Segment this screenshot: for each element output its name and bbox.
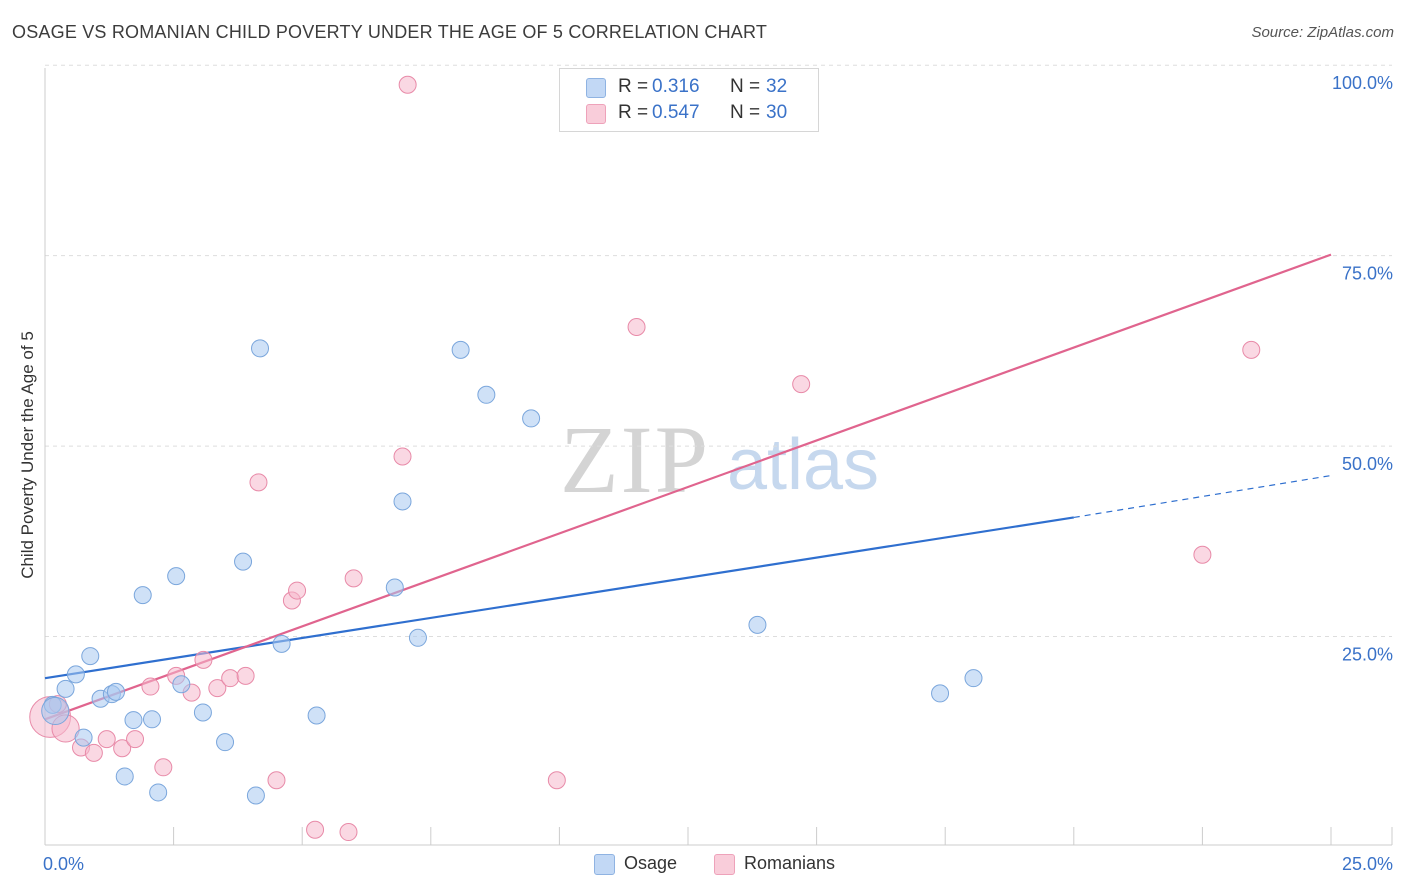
osage-point (964, 669, 983, 688)
r-label: R = (618, 76, 649, 97)
n-value: 30 (766, 102, 788, 123)
r-value: 0.316 (652, 76, 700, 97)
romanian-point (236, 666, 255, 685)
osage-point (522, 409, 541, 428)
osage-point (41, 696, 70, 726)
osage-trendline (44, 516, 1074, 680)
romanians-legend-swatch (714, 854, 735, 875)
romanian-point (288, 581, 307, 600)
y-axis-label: Child Poverty Under the Age of 5 (18, 331, 37, 579)
romanian-point (194, 650, 213, 669)
watermark-zip: ZIP (560, 406, 710, 513)
romanian-point (339, 823, 358, 842)
romanian-point (627, 318, 646, 336)
grid-lines (45, 64, 1392, 638)
romanian-point (547, 771, 566, 790)
osage-point (393, 492, 412, 511)
data-points (29, 75, 1261, 842)
osage-point (133, 586, 152, 605)
romanian-point (393, 447, 412, 466)
y-tick-label: 50.0% (1342, 454, 1393, 474)
osage-point (385, 578, 404, 597)
osage-point (106, 682, 125, 701)
legend-label: Osage (624, 853, 678, 873)
legend-label: Romanians (744, 853, 836, 873)
romanian-point (344, 569, 363, 588)
osage-point (408, 628, 427, 647)
romanian-point (84, 743, 103, 762)
n-label: N = (730, 102, 761, 123)
romanian-point (141, 677, 160, 696)
osage-point (115, 767, 134, 786)
y-tick-label: 25.0% (1342, 645, 1393, 665)
romanian-point (1193, 545, 1212, 564)
y-tick-label: 75.0% (1342, 264, 1393, 284)
osage-point (172, 675, 191, 694)
osage-point (234, 552, 253, 571)
osage-point (251, 339, 270, 358)
osage-legend-swatch (594, 854, 615, 875)
osage-point (246, 786, 265, 805)
romanian-point (306, 820, 325, 839)
n-label: N = (730, 76, 761, 97)
osage-point (193, 703, 212, 722)
romanian-point (398, 75, 417, 94)
tick-labels: 25.0% 50.0% 75.0% 100.0% 0.0% 25.0% (43, 73, 1393, 874)
osage-point (451, 340, 470, 359)
osage-point (56, 679, 75, 698)
stats-box: R = 0.316 N = 32 R = 0.547 N = 30 (559, 68, 819, 132)
osage-point (931, 684, 950, 703)
trendlines (44, 253, 1332, 721)
romanian-point (97, 730, 116, 749)
chart-source: Source: ZipAtlas.com (1251, 24, 1394, 41)
osage-point (167, 567, 186, 586)
romanian-point (249, 473, 268, 492)
osage-point (149, 783, 168, 802)
romanian-point (792, 375, 811, 394)
y-tick-label: 100.0% (1332, 73, 1393, 93)
osage-point (477, 385, 496, 404)
watermark: ZIP atlas (560, 406, 879, 513)
osage-point (272, 634, 291, 653)
watermark-atlas: atlas (727, 425, 879, 505)
axes (44, 68, 1393, 846)
r-value: 0.547 (652, 102, 700, 123)
x-tick-label: 0.0% (43, 854, 84, 874)
osage-trendline-extension (1073, 474, 1332, 519)
romanian-point (1242, 340, 1261, 359)
n-value: 32 (766, 76, 788, 97)
osage-point (216, 733, 235, 752)
romanian-point (154, 758, 173, 777)
osage-point (124, 711, 143, 730)
r-label: R = (618, 102, 649, 123)
osage-point (74, 728, 93, 747)
osage-point (307, 706, 326, 725)
osage-point (81, 647, 100, 666)
romanian-point (221, 669, 240, 688)
romanian-point (113, 739, 132, 758)
x-tick-label: 25.0% (1342, 854, 1393, 874)
romanian-point (267, 771, 286, 790)
osage-swatch (586, 78, 606, 98)
romanians-trendline (44, 253, 1332, 721)
romanians-swatch (586, 104, 606, 124)
romanian-point (126, 730, 145, 749)
romanian-point (208, 679, 227, 698)
osage-point (142, 710, 161, 729)
osage-point (66, 665, 85, 684)
osage-point (748, 615, 767, 634)
chart-title: OSAGE VS ROMANIAN CHILD POVERTY UNDER TH… (12, 22, 768, 42)
